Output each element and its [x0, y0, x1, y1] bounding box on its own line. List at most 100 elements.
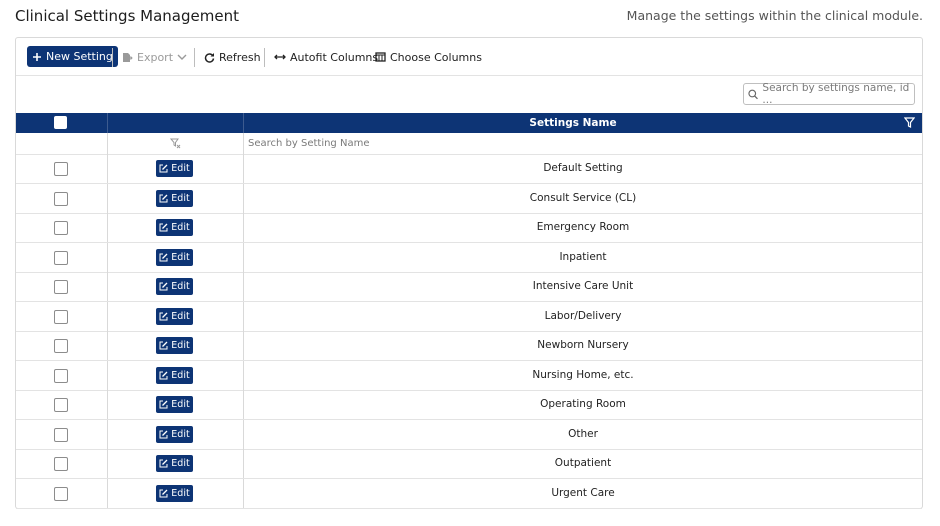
- edit-icon: [159, 489, 168, 497]
- row-checkbox[interactable]: [54, 427, 68, 442]
- edit-label: Edit: [171, 222, 190, 233]
- column-divider: [243, 360, 244, 390]
- autofit-button[interactable]: Autofit Columns: [274, 47, 378, 67]
- row-checkbox[interactable]: [54, 309, 68, 324]
- setting-name: Other: [568, 427, 598, 440]
- edit-button[interactable]: Edit: [156, 278, 193, 295]
- column-divider: [107, 133, 108, 154]
- setting-name: Intensive Care Unit: [532, 280, 634, 292]
- table-row: Edit Labor/Delivery: [16, 301, 922, 332]
- edit-button[interactable]: Edit: [156, 366, 193, 384]
- toolbar: New Setting Export Refresh Autofit Colum…: [16, 38, 922, 76]
- table-row: Edit Consult Service (CL): [16, 183, 922, 214]
- column-divider: [243, 242, 244, 272]
- search-placeholder: Search by settings name, id ...: [762, 82, 910, 106]
- edit-label: Edit: [171, 428, 190, 440]
- row-checkbox[interactable]: [54, 339, 68, 353]
- table-row: Edit Urgent Care: [16, 478, 922, 509]
- column-divider: [243, 449, 244, 478]
- column-divider: [107, 272, 108, 301]
- setting-name: Default Setting: [543, 162, 623, 174]
- table-row: Edit Inpatient: [16, 242, 922, 273]
- row-checkbox[interactable]: [54, 191, 68, 206]
- column-divider: [243, 390, 244, 419]
- separator: [264, 48, 265, 67]
- column-divider: [107, 449, 108, 478]
- edit-icon: [159, 194, 168, 202]
- row-checkbox[interactable]: [54, 250, 68, 265]
- edit-label: Edit: [171, 487, 190, 499]
- row-checkbox[interactable]: [54, 398, 68, 412]
- row-checkbox[interactable]: [54, 457, 68, 471]
- filter-placeholder[interactable]: Search by Setting Name: [248, 138, 370, 149]
- edit-button[interactable]: Edit: [156, 425, 193, 443]
- table-row: Edit Intensive Care Unit: [16, 272, 922, 302]
- table-row: Edit Emergency Room: [16, 213, 922, 243]
- edit-label: Edit: [171, 163, 190, 174]
- separator: [112, 48, 113, 67]
- column-divider: [243, 183, 244, 213]
- edit-button[interactable]: Edit: [156, 248, 193, 266]
- column-divider: [107, 419, 108, 449]
- settings-panel: New Setting Export Refresh Autofit Colum…: [15, 37, 923, 509]
- column-divider: [243, 213, 244, 242]
- setting-name: Urgent Care: [551, 486, 615, 499]
- edit-icon: [159, 459, 168, 468]
- table-row: Edit Operating Room: [16, 390, 922, 420]
- setting-name: Labor/Delivery: [544, 309, 622, 322]
- edit-icon: [159, 253, 168, 261]
- setting-name: Outpatient: [554, 457, 612, 469]
- edit-label: Edit: [171, 192, 190, 204]
- setting-name: Emergency Room: [536, 221, 630, 233]
- edit-label: Edit: [171, 340, 190, 351]
- column-divider: [107, 242, 108, 272]
- edit-button[interactable]: Edit: [156, 337, 193, 354]
- column-divider: [243, 331, 244, 360]
- button-label: Export: [137, 50, 174, 64]
- table-row: Edit Nursing Home, etc.: [16, 360, 922, 391]
- edit-button[interactable]: Edit: [156, 160, 193, 177]
- filter-icon[interactable]: [904, 117, 915, 128]
- table-row: Edit Other: [16, 419, 922, 450]
- column-divider: [107, 113, 108, 133]
- button-label: New Setting: [46, 50, 113, 63]
- edit-button[interactable]: Edit: [156, 396, 193, 413]
- edit-button[interactable]: Edit: [156, 189, 193, 207]
- row-checkbox[interactable]: [54, 368, 68, 383]
- filter-row: Search by Setting Name: [16, 133, 922, 155]
- column-divider: [107, 360, 108, 390]
- table-row: Edit Newborn Nursery: [16, 331, 922, 361]
- edit-button[interactable]: Edit: [156, 484, 193, 502]
- row-checkbox[interactable]: [54, 162, 68, 176]
- table-header: Settings Name: [16, 113, 922, 133]
- edit-icon: [159, 371, 168, 379]
- edit-icon: [159, 312, 168, 320]
- column-divider: [243, 154, 244, 183]
- column-divider: [107, 478, 108, 508]
- edit-icon: [159, 223, 168, 232]
- edit-icon: [159, 400, 168, 409]
- select-all-checkbox[interactable]: [54, 116, 67, 129]
- edit-button[interactable]: Edit: [156, 219, 193, 236]
- row-checkbox[interactable]: [54, 221, 68, 235]
- row-checkbox[interactable]: [54, 486, 68, 501]
- button-label: Autofit Columns: [290, 50, 379, 64]
- button-label: Choose Columns: [390, 50, 482, 64]
- search-box[interactable]: Search by settings name, id ...: [743, 82, 915, 106]
- button-label: Refresh: [219, 50, 261, 64]
- edit-label: Edit: [171, 251, 190, 263]
- edit-button[interactable]: Edit: [156, 455, 193, 472]
- export-button[interactable]: Export: [122, 47, 187, 67]
- table-row: Edit Default Setting: [16, 154, 922, 184]
- edit-label: Edit: [171, 281, 190, 292]
- choose-columns-button[interactable]: Choose Columns: [375, 47, 482, 67]
- row-checkbox[interactable]: [54, 280, 68, 294]
- refresh-button[interactable]: Refresh: [204, 47, 261, 67]
- table-row: Edit Outpatient: [16, 449, 922, 479]
- edit-button[interactable]: Edit: [156, 307, 193, 325]
- column-divider: [107, 183, 108, 213]
- clear-filter-icon[interactable]: [170, 138, 181, 149]
- column-divider: [107, 213, 108, 242]
- new-setting-button[interactable]: New Setting: [27, 46, 118, 67]
